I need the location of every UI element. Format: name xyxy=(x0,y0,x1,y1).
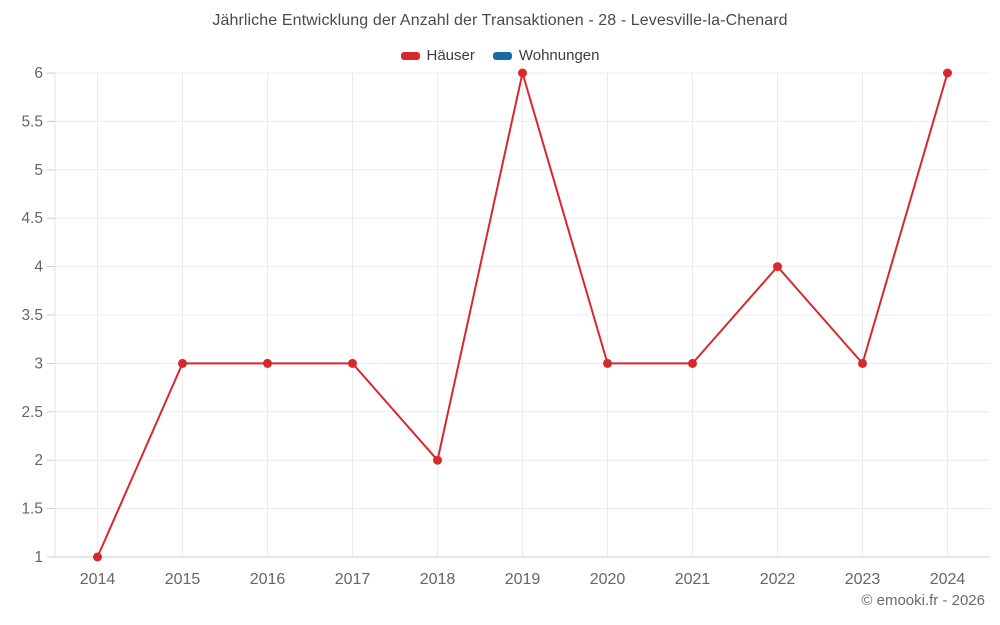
data-point[interactable] xyxy=(603,358,612,368)
data-point[interactable] xyxy=(348,358,357,368)
x-tick-label: 2020 xyxy=(590,571,626,588)
legend-label: Wohnungen xyxy=(518,47,600,64)
data-point[interactable] xyxy=(433,455,442,465)
y-tick-label: 4 xyxy=(34,259,43,276)
data-point[interactable] xyxy=(858,358,867,368)
x-tick-label: 2022 xyxy=(760,571,796,588)
x-tick-label: 2018 xyxy=(420,571,456,588)
x-tick-label: 2015 xyxy=(165,571,201,588)
x-tick-label: 2014 xyxy=(80,571,116,588)
x-tick-label: 2024 xyxy=(930,571,966,588)
y-tick-label: 3 xyxy=(34,355,43,372)
y-tick-label: 6 xyxy=(34,65,43,82)
y-tick-label: 3.5 xyxy=(21,307,43,324)
legend-item-hauser[interactable]: Häuser xyxy=(400,47,475,64)
data-point[interactable] xyxy=(178,358,187,368)
copyright-text: © emooki.fr - 2026 xyxy=(861,592,985,609)
data-point[interactable] xyxy=(773,262,782,272)
data-point[interactable] xyxy=(93,552,102,562)
data-point[interactable] xyxy=(943,68,952,78)
y-tick-label: 5.5 xyxy=(21,113,43,130)
y-tick-label: 1 xyxy=(34,549,43,566)
chart-title: Jährliche Entwicklung der Anzahl der Tra… xyxy=(212,12,788,29)
y-tick-label: 5 xyxy=(34,162,43,179)
legend-swatch xyxy=(492,51,512,60)
chart-legend: Häuser Wohnungen xyxy=(0,47,1000,64)
x-tick-label: 2023 xyxy=(845,571,881,588)
legend-swatch xyxy=(400,51,420,60)
data-point[interactable] xyxy=(263,358,272,368)
y-tick-label: 1.5 xyxy=(21,501,43,518)
y-tick-label: 2 xyxy=(34,452,43,469)
legend-item-wohnungen[interactable]: Wohnungen xyxy=(492,47,600,64)
x-tick-label: 2021 xyxy=(675,571,711,588)
legend-label: Häuser xyxy=(426,47,475,64)
y-tick-label: 4.5 xyxy=(21,210,43,227)
x-tick-label: 2017 xyxy=(335,571,371,588)
y-tick-label: 2.5 xyxy=(21,404,43,421)
x-tick-label: 2019 xyxy=(505,571,541,588)
x-tick-label: 2016 xyxy=(250,571,286,588)
data-point[interactable] xyxy=(518,68,527,78)
data-point[interactable] xyxy=(688,358,697,368)
